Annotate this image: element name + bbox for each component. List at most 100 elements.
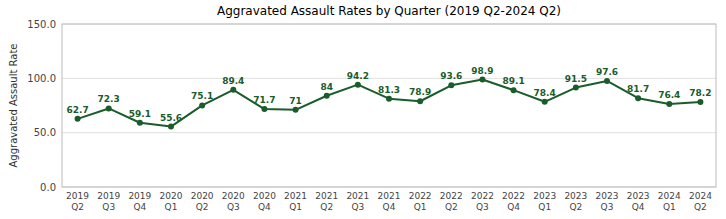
x-tick-label-line: Q2 — [569, 202, 582, 212]
x-tick-label-line: Q1 — [414, 202, 427, 212]
x-tick-label: 2020Q1 — [160, 191, 183, 212]
x-tick-label-line: Q4 — [258, 202, 271, 212]
x-tick-label-line: 2020 — [222, 191, 245, 201]
x-tick-label: 2021Q2 — [315, 191, 338, 212]
point — [386, 96, 392, 102]
data-label: 78.2 — [689, 88, 711, 98]
background — [0, 0, 726, 219]
x-axis: 2019Q22019Q32019Q42020Q12020Q22020Q32020… — [66, 191, 712, 212]
x-tick-label-line: Q1 — [289, 202, 302, 212]
x-tick-label: 2021Q3 — [346, 191, 369, 212]
point — [697, 99, 703, 105]
y-axis: 0.0 50.0 100.0 150.0 — [27, 19, 716, 193]
data-label: 72.3 — [98, 94, 120, 104]
data-label: 91.5 — [565, 74, 587, 84]
x-tick-label: 2022Q3 — [471, 191, 494, 212]
x-tick-label: 2023Q4 — [627, 191, 650, 212]
x-tick-label-line: 2023 — [596, 191, 619, 201]
x-tick-label: 2021Q4 — [378, 191, 401, 212]
x-tick-label-line: 2020 — [253, 191, 276, 201]
y-tick-label: 50.0 — [34, 127, 56, 138]
point — [199, 102, 205, 108]
x-tick-label-line: 2019 — [97, 191, 120, 201]
data-label: 98.9 — [471, 66, 493, 76]
point — [293, 107, 299, 113]
x-tick-label-line: Q4 — [507, 202, 520, 212]
point — [604, 78, 610, 84]
data-label: 78.9 — [409, 87, 431, 97]
data-label: 78.4 — [534, 88, 556, 98]
data-labels: 62.772.359.155.675.189.471.7718494.281.3… — [66, 66, 711, 123]
x-tick-label: 2020Q4 — [253, 191, 276, 212]
chart-container: 0.050.0100.0150.02019Q22019Q32019Q42020Q… — [0, 0, 726, 219]
x-tick-label: 2023Q1 — [533, 191, 556, 212]
data-label: 59.1 — [129, 109, 151, 119]
x-tick-label-line: 2021 — [284, 191, 307, 201]
x-tick-label-line: Q3 — [476, 202, 489, 212]
data-label: 71.7 — [253, 95, 275, 105]
point — [448, 82, 454, 88]
x-tick-label: 2022Q4 — [502, 191, 525, 212]
x-tick-label-line: Q2 — [694, 202, 707, 212]
point — [542, 99, 548, 105]
point — [355, 82, 361, 88]
data-label: 93.6 — [440, 71, 462, 81]
data-label: 76.4 — [658, 90, 680, 100]
x-tick-label-line: 2019 — [128, 191, 151, 201]
x-tick-label-line: 2024 — [689, 191, 712, 201]
point — [324, 93, 330, 99]
x-tick-label: 2020Q3 — [222, 191, 245, 212]
data-label: 94.2 — [347, 71, 369, 81]
x-tick-label: 2023Q2 — [564, 191, 587, 212]
data-label: 97.6 — [596, 67, 618, 77]
x-tick-label-line: Q1 — [663, 202, 676, 212]
x-tick-label-line: Q2 — [320, 202, 333, 212]
x-tick-label-line: 2020 — [191, 191, 214, 201]
x-tick-label-line: 2022 — [471, 191, 494, 201]
point — [417, 98, 423, 104]
data-label: 81.7 — [627, 84, 649, 94]
x-tick-label-line: 2019 — [66, 191, 89, 201]
point — [666, 101, 672, 107]
y-tick-label: 100.0 — [27, 73, 56, 84]
x-tick-label-line: Q2 — [196, 202, 209, 212]
x-tick-label-line: 2023 — [533, 191, 556, 201]
x-tick-label-line: 2022 — [440, 191, 463, 201]
x-tick-label-line: Q3 — [102, 202, 115, 212]
x-tick-label-line: 2023 — [627, 191, 650, 201]
x-tick-label-line: 2022 — [502, 191, 525, 201]
x-tick-label-line: Q2 — [71, 202, 84, 212]
grid-line — [62, 132, 716, 133]
x-tick-label-line: 2021 — [346, 191, 369, 201]
y-tick-label: 0.0 — [40, 182, 56, 193]
x-tick-label-line: 2023 — [564, 191, 587, 201]
x-tick-label: 2022Q1 — [409, 191, 432, 212]
y-tick-label: 150.0 — [27, 19, 56, 30]
x-tick-label-line: Q3 — [601, 202, 614, 212]
x-tick-label: 2019Q4 — [128, 191, 151, 212]
point — [75, 116, 81, 122]
x-tick-label-line: Q4 — [133, 202, 146, 212]
x-tick-label-line: 2022 — [409, 191, 432, 201]
chart-svg: 0.050.0100.0150.02019Q22019Q32019Q42020Q… — [0, 0, 726, 219]
point — [261, 106, 267, 112]
x-tick-label: 2019Q2 — [66, 191, 89, 212]
data-label: 71 — [289, 96, 302, 106]
point — [635, 95, 641, 101]
data-label: 55.6 — [160, 113, 182, 123]
x-tick-label: 2019Q3 — [97, 191, 120, 212]
x-tick-label-line: Q4 — [632, 202, 645, 212]
y-axis-label: Aggravated Assault Rate — [8, 44, 19, 168]
x-tick-label-line: Q1 — [538, 202, 551, 212]
title: Aggravated Assault Rates by Quarter (201… — [217, 4, 561, 18]
grid-line — [62, 78, 716, 79]
point — [511, 87, 517, 93]
series — [75, 77, 704, 130]
x-tick-label-line: 2021 — [378, 191, 401, 201]
data-label: 84 — [320, 82, 333, 92]
data-label: 75.1 — [191, 91, 213, 101]
x-tick-label: 2022Q2 — [440, 191, 463, 212]
line — [78, 80, 701, 127]
data-label: 89.1 — [502, 76, 524, 86]
x-tick-label-line: Q3 — [227, 202, 240, 212]
